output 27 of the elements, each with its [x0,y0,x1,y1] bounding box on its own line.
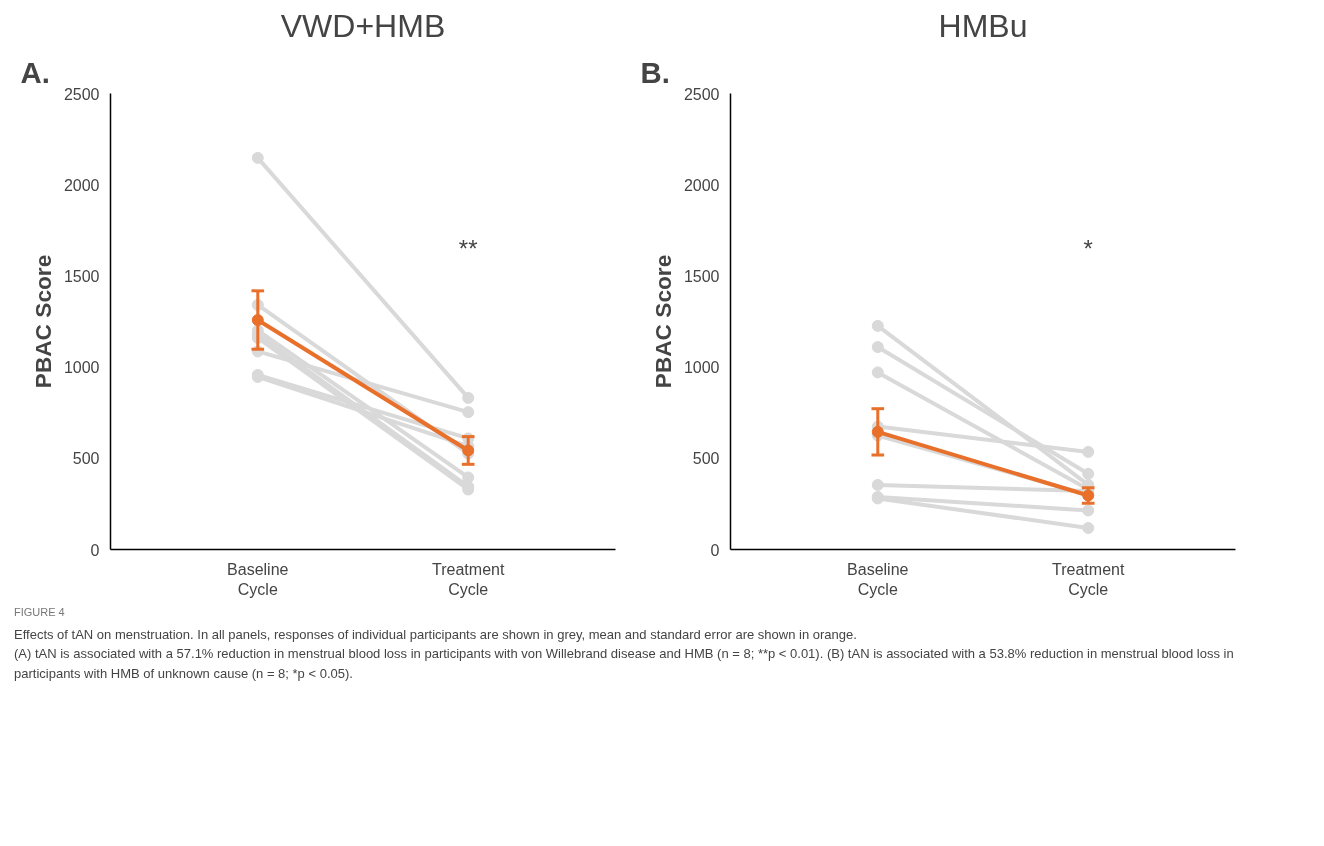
y-tick-label: 0 [710,541,720,559]
x-tick-label: Baseline Cycle [227,560,289,598]
chart-title: HMBu [938,7,1028,44]
y-tick-label: 0 [90,541,100,559]
y-tick-label: 1500 [63,267,100,285]
x-tick-label: Treatment Cycle [432,560,505,598]
x-tick-label: Baseline Cycle [847,560,909,598]
y-tick-label: 1000 [683,359,720,377]
annotation: ** [458,235,478,263]
y-tick-label: 2500 [683,85,720,103]
chart-title: VWD+HMB [280,7,446,44]
text: (A) tAN is associated with a 57.1% reduction in menstrual blood loss in participants with von Willebrand disease and HMB (n = 8; **p < 0.01). (B) tAN is associated with a 53.8% reduction in menstrual blood loss in participants with HMB of unknown cause (n = 8; *p < 0.05). [14,645,1235,683]
y-tick-label: 1500 [683,267,720,285]
y-tick-label: 2000 [63,176,100,194]
annotation: * [1083,235,1093,263]
y-axis-title: PBAC Score [29,254,56,389]
y-tick-label: 500 [72,450,100,468]
text: B. [640,55,670,89]
y-tick-label: 500 [692,450,720,468]
caption: FIGURE 4 [14,605,66,620]
x-tick-label: Treatment Cycle [1052,560,1125,598]
y-axis-title: PBAC Score [649,254,676,389]
text: Effects of tAN on menstruation. In all panels, responses of individual participants are shown in grey, mean and standard error are shown in orange. [14,625,858,644]
y-tick-label: 2000 [683,176,720,194]
y-tick-label: 2500 [63,85,100,103]
text: A. [20,55,50,89]
y-tick-label: 1000 [63,359,100,377]
